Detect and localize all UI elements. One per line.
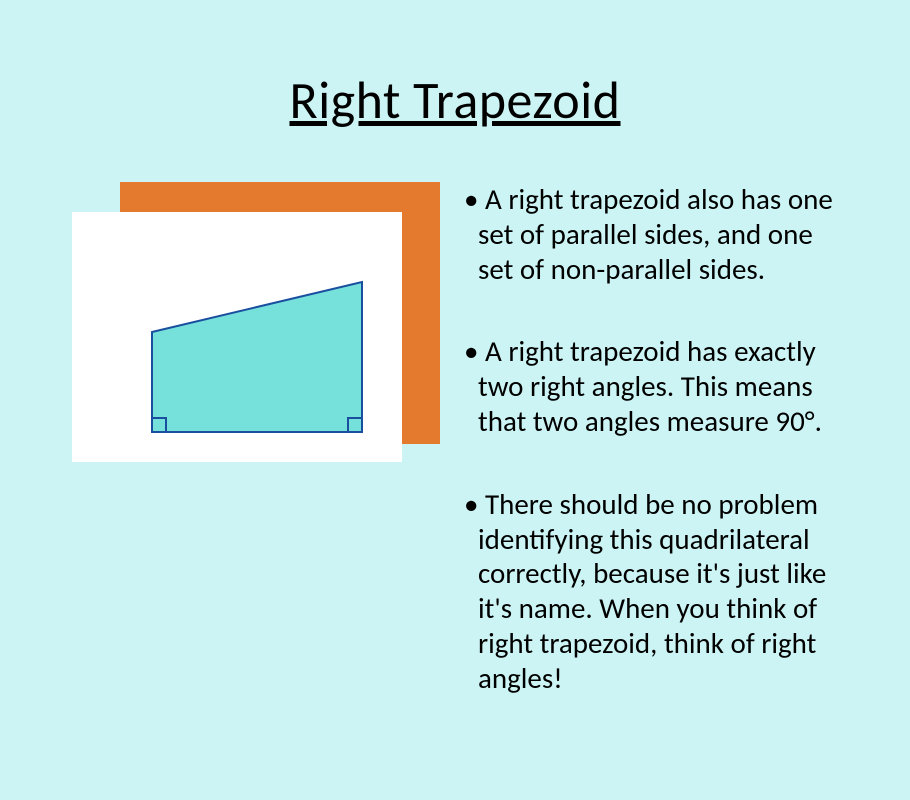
- figure-container: [50, 182, 440, 492]
- page-title: Right Trapezoid: [0, 0, 910, 132]
- bullet-list: A right trapezoid also has one set of pa…: [440, 182, 910, 744]
- trapezoid-shape: [152, 282, 362, 432]
- content-row: A right trapezoid also has one set of pa…: [0, 132, 910, 744]
- bullet-item: There should be no problem identifying t…: [450, 487, 850, 696]
- bullet-item: A right trapezoid has exactly two right …: [450, 334, 850, 438]
- right-trapezoid-diagram: [132, 262, 382, 462]
- figure-background: [72, 212, 402, 462]
- bullet-item: A right trapezoid also has one set of pa…: [450, 182, 850, 286]
